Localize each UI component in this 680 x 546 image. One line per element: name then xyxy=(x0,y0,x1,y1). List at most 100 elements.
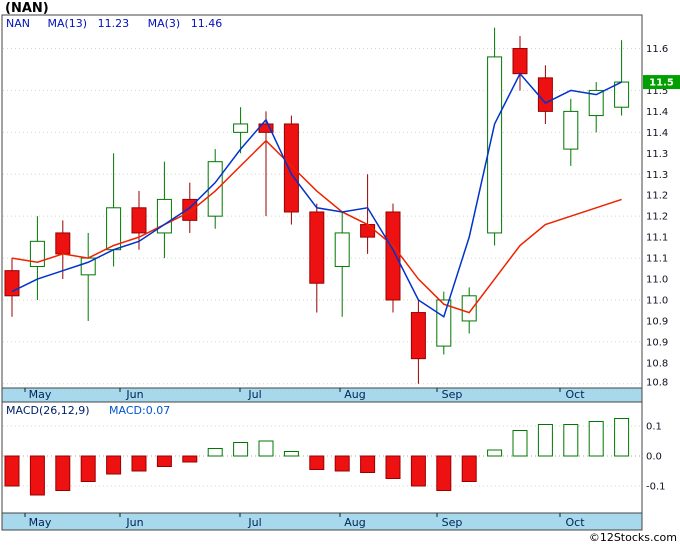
macd-bar-negative xyxy=(55,455,71,491)
svg-text:Aug: Aug xyxy=(344,388,365,401)
ma3-value: 11.46 xyxy=(190,17,223,30)
svg-text:Oct: Oct xyxy=(565,388,585,401)
candle-up xyxy=(436,299,452,347)
candle-up xyxy=(334,232,350,267)
x-axis-band-main xyxy=(1,387,643,403)
candle-down xyxy=(512,48,528,75)
candle-down xyxy=(283,123,299,213)
macd-bar-positive xyxy=(588,421,604,457)
macd-title: MACD(26,12,9) xyxy=(6,404,90,417)
macd-bar-positive xyxy=(512,430,528,457)
svg-text:May: May xyxy=(29,516,52,529)
page-title: (NAN) xyxy=(5,1,49,16)
candle-down xyxy=(385,211,401,301)
svg-text:11.4: 11.4 xyxy=(646,107,668,118)
macd-bar-negative xyxy=(309,455,325,470)
macd-bar-negative xyxy=(461,455,477,482)
candle-up xyxy=(233,123,249,133)
macd-bar-negative xyxy=(80,455,96,482)
macd-bar-negative xyxy=(385,455,401,479)
macd-bar-negative xyxy=(131,455,147,472)
ma-legend: NAN MA(13) 11.23 MA(3) 11.46 xyxy=(6,17,237,30)
svg-text:10.8: 10.8 xyxy=(646,358,668,369)
candle-up xyxy=(614,81,630,108)
macd-bar-negative xyxy=(334,455,350,472)
macd-bar-negative xyxy=(156,455,172,467)
svg-text:11.1: 11.1 xyxy=(646,233,668,244)
price-axis-labels: 11.6 11.5 11.4 11.4 11.3 11.3 11.2 11.2 11.1 11.1… xyxy=(646,44,668,388)
candle-up xyxy=(207,161,223,217)
macd-bar-negative xyxy=(360,455,376,473)
macd-current-value: MACD:0.07 xyxy=(109,404,171,417)
svg-text:Oct: Oct xyxy=(565,516,585,529)
current-price-label: 11.5 xyxy=(649,78,674,89)
macd-bar-positive xyxy=(614,418,630,457)
macd-bar-positive xyxy=(207,448,223,457)
candle-up xyxy=(461,295,477,322)
svg-text:11.0: 11.0 xyxy=(646,295,668,306)
main-plot-frame xyxy=(1,14,643,389)
macd-bar-positive xyxy=(563,424,579,457)
symbol-label: NAN xyxy=(6,17,30,30)
macd-bar-negative xyxy=(182,455,198,463)
macd-bar-negative xyxy=(436,455,452,491)
copyright-watermark: ©12Stocks.com xyxy=(588,531,677,544)
svg-text:11.6: 11.6 xyxy=(646,44,668,55)
svg-text:11.3: 11.3 xyxy=(646,170,668,181)
svg-text:11.3: 11.3 xyxy=(646,149,668,160)
svg-text:11.2: 11.2 xyxy=(646,212,668,223)
svg-text:Aug: Aug xyxy=(344,516,365,529)
ma3-label: MA(3) xyxy=(147,17,181,30)
ma13-value: 11.23 xyxy=(97,17,130,30)
candle-up xyxy=(588,89,604,117)
svg-text:Jun: Jun xyxy=(125,516,143,529)
x-axis-band-main-labels: May Jun Jul Aug Sep Oct xyxy=(24,388,585,401)
macd-bar-negative xyxy=(4,455,20,487)
candle-up xyxy=(487,56,503,234)
candle-down xyxy=(537,77,553,112)
ma3-line xyxy=(11,72,622,318)
svg-text:10.9: 10.9 xyxy=(646,337,668,348)
x-axis-band-macd-labels: May Jun Jul Aug Sep Oct xyxy=(24,513,585,529)
macd-bar-positive xyxy=(283,451,299,457)
macd-bar-positive xyxy=(487,449,503,457)
candle-up xyxy=(156,198,172,234)
svg-text:11.1: 11.1 xyxy=(646,254,668,265)
macd-histogram xyxy=(4,418,630,496)
svg-text:11.4: 11.4 xyxy=(646,128,668,139)
svg-text:0.1: 0.1 xyxy=(646,422,662,433)
candle-down xyxy=(410,312,426,360)
x-axis-band-macd xyxy=(1,512,643,531)
svg-text:11.5: 11.5 xyxy=(646,86,668,97)
macd-bar-negative xyxy=(410,455,426,487)
macd-bar-positive xyxy=(258,440,274,457)
svg-text:-0.1: -0.1 xyxy=(646,482,666,493)
svg-text:Sep: Sep xyxy=(442,516,463,529)
candle-down xyxy=(360,224,376,238)
svg-text:11.2: 11.2 xyxy=(646,191,668,202)
current-price-badge xyxy=(643,75,680,90)
ma13-label: MA(13) xyxy=(47,17,88,30)
candle-down xyxy=(309,211,325,284)
macd-axis-labels: 0.1 0.0 -0.1 xyxy=(646,422,666,493)
candle-down xyxy=(131,207,147,234)
svg-text:0.0: 0.0 xyxy=(646,452,662,463)
candle-up xyxy=(563,110,579,150)
svg-text:Jul: Jul xyxy=(247,388,261,401)
svg-text:10.9: 10.9 xyxy=(646,316,668,327)
macd-bar-negative xyxy=(106,455,122,475)
svg-text:11.0: 11.0 xyxy=(646,275,668,286)
svg-text:May: May xyxy=(29,388,52,401)
candlesticks-layer xyxy=(4,27,630,384)
svg-text:Jun: Jun xyxy=(125,388,143,401)
svg-text:Sep: Sep xyxy=(442,388,463,401)
candle-down xyxy=(55,232,71,255)
macd-bar-positive xyxy=(233,442,249,457)
svg-text:10.8: 10.8 xyxy=(646,378,668,389)
candle-up xyxy=(29,240,45,267)
candle-down xyxy=(4,270,20,297)
svg-text:Jul: Jul xyxy=(247,516,261,529)
macd-bar-negative xyxy=(29,455,45,496)
